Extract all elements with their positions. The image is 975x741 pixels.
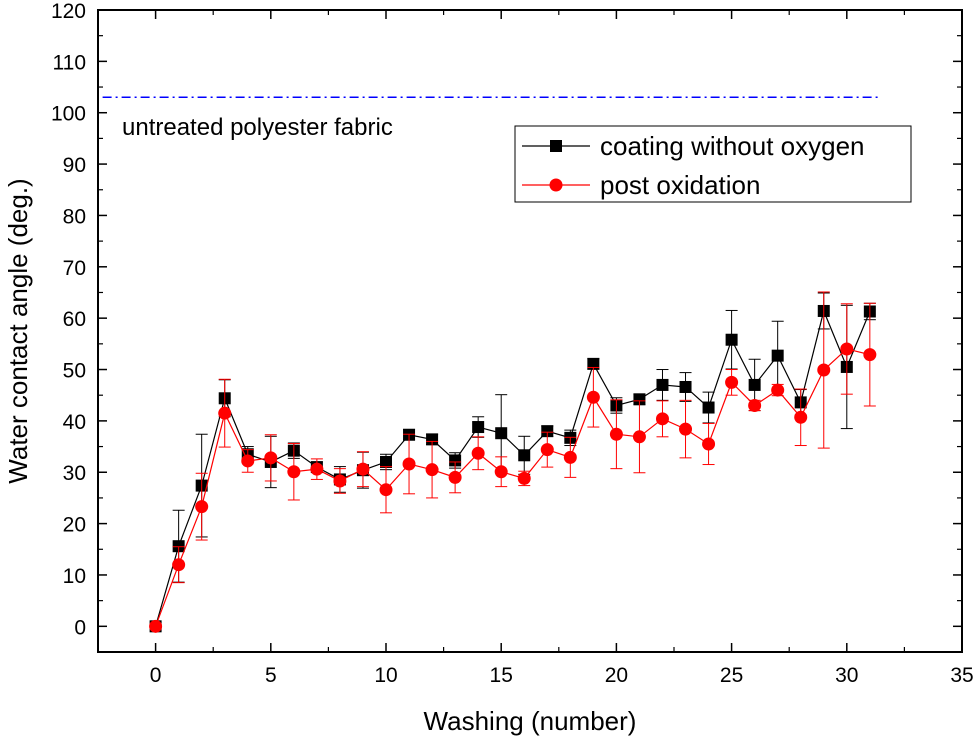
x-tick-label: 0 — [150, 664, 162, 687]
data-point-circle — [448, 470, 462, 484]
y-tick-label: 50 — [63, 360, 86, 383]
series-group — [149, 291, 877, 633]
data-point-circle — [817, 363, 831, 377]
legend-square-marker — [550, 140, 562, 152]
data-point-square — [725, 333, 738, 346]
x-tick-label: 10 — [374, 664, 397, 687]
y-tick-label: 10 — [63, 565, 86, 588]
data-point-square — [771, 349, 784, 362]
data-point-circle — [494, 465, 508, 479]
data-point-circle — [771, 383, 785, 397]
y-tick-label: 90 — [63, 154, 86, 177]
data-point-square — [495, 427, 508, 440]
y-axis-title: Water contact angle (deg.) — [3, 178, 33, 483]
data-point-square — [541, 425, 554, 438]
data-point-square — [679, 380, 692, 393]
data-point-circle — [310, 462, 324, 476]
data-point-circle — [609, 427, 623, 441]
data-point-circle — [287, 465, 301, 479]
x-tick-label: 20 — [605, 664, 628, 687]
x-tick-label: 25 — [720, 664, 743, 687]
series-line — [155, 348, 870, 627]
data-point-circle — [218, 406, 232, 420]
y-tick-label: 60 — [63, 308, 86, 331]
legend-label: coating without oxygen — [600, 131, 865, 161]
data-point-circle — [725, 375, 739, 389]
y-tick-label: 30 — [63, 462, 86, 485]
x-axis-title: Washing (number) — [424, 706, 637, 736]
data-point-circle — [425, 463, 439, 477]
plot-frame — [97, 9, 963, 653]
data-point-square — [426, 433, 439, 446]
data-point-circle — [863, 348, 877, 362]
data-point-square — [702, 401, 715, 414]
data-point-circle — [586, 390, 600, 404]
data-point-circle — [655, 412, 669, 426]
data-point-circle — [264, 451, 278, 465]
y-tick-label: 120 — [51, 0, 86, 23]
data-point-circle — [172, 558, 186, 572]
data-point-circle — [679, 422, 693, 436]
axis-ticks: 0 5 10 15 20 25 30 35 0 10 20 30 40 50 60 70 80 90 100 110 1… — [51, 0, 974, 687]
data-point-square — [633, 393, 646, 406]
data-point-circle — [517, 471, 531, 485]
data-point-circle — [702, 437, 716, 451]
legend: coating without oxygen post oxidation — [514, 125, 912, 203]
data-point-square — [472, 421, 485, 434]
data-point-square — [656, 378, 669, 391]
x-tick-label: 35 — [950, 664, 973, 687]
series-line — [155, 309, 871, 627]
data-point-circle — [540, 443, 554, 457]
data-point-square — [518, 449, 531, 462]
y-tick-label: 0 — [74, 616, 86, 639]
data-point-circle — [632, 430, 646, 444]
data-point-circle — [149, 619, 163, 633]
data-point-circle — [471, 446, 485, 460]
legend-item-coating-without-oxygen: coating without oxygen — [522, 131, 865, 161]
data-point-circle — [840, 342, 854, 356]
data-point-circle — [563, 450, 577, 464]
y-tick-label: 20 — [63, 514, 86, 537]
data-point-square — [587, 357, 600, 370]
reference-line-group: untreated polyester fabric — [102, 96, 882, 141]
series-coating-without-oxygen — [149, 292, 876, 633]
data-point-circle — [241, 454, 255, 468]
data-point-circle — [356, 462, 370, 476]
legend-circle-marker — [549, 178, 563, 192]
data-point-circle — [748, 398, 762, 412]
reference-line-label: untreated polyester fabric — [122, 114, 393, 141]
data-point-circle — [402, 457, 416, 471]
data-point-square — [748, 378, 761, 391]
data-point-circle — [195, 500, 209, 514]
legend-box — [514, 125, 912, 203]
legend-item-post-oxidation: post oxidation — [522, 170, 760, 200]
x-tick-label: 30 — [835, 664, 858, 687]
legend-label: post oxidation — [600, 170, 760, 200]
data-point-square — [449, 454, 462, 467]
x-tick-label: 15 — [490, 664, 513, 687]
data-point-circle — [794, 410, 808, 424]
data-point-circle — [379, 483, 393, 497]
y-tick-label: 110 — [53, 51, 86, 74]
series-post-oxidation — [149, 291, 877, 633]
data-point-circle — [333, 474, 347, 488]
y-tick-label: 100 — [51, 103, 86, 126]
y-tick-label: 80 — [63, 205, 86, 228]
x-tick-label: 5 — [265, 664, 277, 687]
data-point-square — [380, 455, 392, 468]
y-tick-label: 40 — [63, 411, 86, 434]
y-tick-label: 70 — [63, 257, 86, 280]
data-point-square — [172, 540, 185, 553]
